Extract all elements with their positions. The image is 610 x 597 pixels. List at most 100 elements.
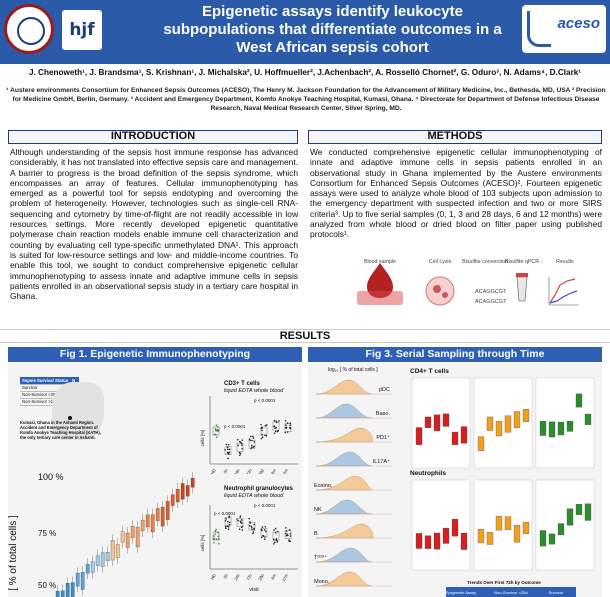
serial-box xyxy=(477,436,485,451)
composite-box xyxy=(140,519,145,532)
data-point xyxy=(215,538,218,540)
ridge-curve xyxy=(315,523,374,539)
data-point xyxy=(274,427,276,430)
data-point xyxy=(264,536,266,538)
ridge-label: PD1⁺ xyxy=(376,434,390,441)
composite-box xyxy=(165,501,170,520)
ridge-label: Tᶜᴰ⁸⁺ xyxy=(314,554,327,561)
ridge-label: B xyxy=(314,531,318,537)
data-point xyxy=(250,525,253,528)
data-point xyxy=(227,528,230,531)
visit-tick-label: 12m xyxy=(281,572,290,582)
data-point xyxy=(253,527,255,530)
ridge-curve xyxy=(315,499,373,515)
blood-sample-icon xyxy=(357,263,403,305)
data-point xyxy=(215,433,217,436)
serial-box xyxy=(424,535,432,549)
ridge-label: Mono. xyxy=(314,579,330,585)
ridge-curve xyxy=(315,427,373,443)
serial-box xyxy=(522,522,530,534)
visit-tick-label: 28d xyxy=(257,573,265,581)
data-point xyxy=(237,438,239,441)
aceso-mark-icon xyxy=(527,11,551,47)
box-mark xyxy=(236,518,244,527)
serial-box xyxy=(548,533,556,545)
data-point xyxy=(214,533,217,535)
serial-box xyxy=(513,411,521,428)
neut-marks: HD 0h 24h 72h 28d 6m 12m xyxy=(210,515,292,582)
cd3-ylabel: cells [%] xyxy=(200,430,205,447)
serial-box xyxy=(539,530,547,547)
data-point xyxy=(252,531,255,533)
data-point xyxy=(284,532,287,535)
data-point xyxy=(241,529,244,531)
trends-header-assay: Epigenetic Assay xyxy=(446,590,476,595)
data-point xyxy=(217,538,220,540)
box-mark xyxy=(284,423,292,432)
composite-tick-100: 100 % xyxy=(38,472,64,482)
data-point xyxy=(224,525,227,528)
serial-box xyxy=(495,515,503,531)
table-cell: Non-Survivor >28days xyxy=(20,398,71,406)
box-mark xyxy=(248,440,256,449)
data-point xyxy=(228,448,231,451)
ridge-curve xyxy=(315,547,373,563)
serial-panels xyxy=(411,377,595,571)
data-point xyxy=(238,528,241,531)
box-mark xyxy=(260,528,268,537)
data-point xyxy=(262,535,265,537)
data-point xyxy=(272,538,275,541)
neut-pvalue-1: p < 0.0001 xyxy=(254,503,276,508)
composite-tick-50: 50 % xyxy=(38,581,56,590)
serial-box xyxy=(415,533,423,549)
data-point xyxy=(273,541,276,544)
sequence-text-1: ACAGGCGT xyxy=(475,289,507,295)
data-point xyxy=(240,519,243,521)
data-point xyxy=(275,421,278,424)
data-point xyxy=(238,451,241,454)
serial-subpanel xyxy=(535,479,595,571)
data-point xyxy=(240,522,243,524)
visit-tick-label: 12m xyxy=(281,467,290,474)
data-point xyxy=(264,538,266,540)
ridge-curve xyxy=(315,379,373,395)
serial-box xyxy=(451,431,459,445)
serial-box xyxy=(460,532,468,550)
serial-box xyxy=(584,503,592,521)
sequence-text-2: ACAGGCGT xyxy=(475,299,507,305)
data-point xyxy=(238,454,241,457)
serial-box xyxy=(433,414,441,432)
data-point xyxy=(237,444,239,447)
data-point xyxy=(217,429,220,431)
serial-box xyxy=(504,415,512,433)
data-point xyxy=(274,430,277,433)
composite-box xyxy=(55,590,60,597)
visit-tick-label: 28d xyxy=(257,468,265,474)
visit-tick-label: 6m xyxy=(270,467,277,474)
ridge-curve xyxy=(315,451,373,467)
serial-box xyxy=(584,413,592,425)
serial-box xyxy=(486,532,494,545)
composite-box xyxy=(70,582,75,597)
workflow-step-3: Bisulfite conversion xyxy=(462,259,508,265)
composite-box xyxy=(60,590,65,597)
composite-box-series xyxy=(55,472,195,597)
visit-tick-label: 72h xyxy=(245,573,253,581)
composite-box xyxy=(185,485,190,497)
data-point xyxy=(241,444,243,446)
data-point xyxy=(213,538,216,540)
data-point xyxy=(276,541,279,543)
data-point xyxy=(264,424,267,427)
data-point xyxy=(261,526,264,528)
composite-box xyxy=(145,514,150,528)
data-point xyxy=(218,542,220,545)
data-point xyxy=(239,441,242,444)
introduction-text: Although understanding of the sepsis hos… xyxy=(10,147,298,302)
data-point xyxy=(284,431,287,434)
poster-header: hjf Epigenetic assays identify leukocyte… xyxy=(0,0,610,64)
serial-subpanel xyxy=(473,377,533,469)
visit-tick-label: 24h xyxy=(233,573,241,581)
composite-box xyxy=(125,532,130,548)
aceso-logo-text: aceso xyxy=(557,15,600,32)
data-point xyxy=(251,528,253,530)
